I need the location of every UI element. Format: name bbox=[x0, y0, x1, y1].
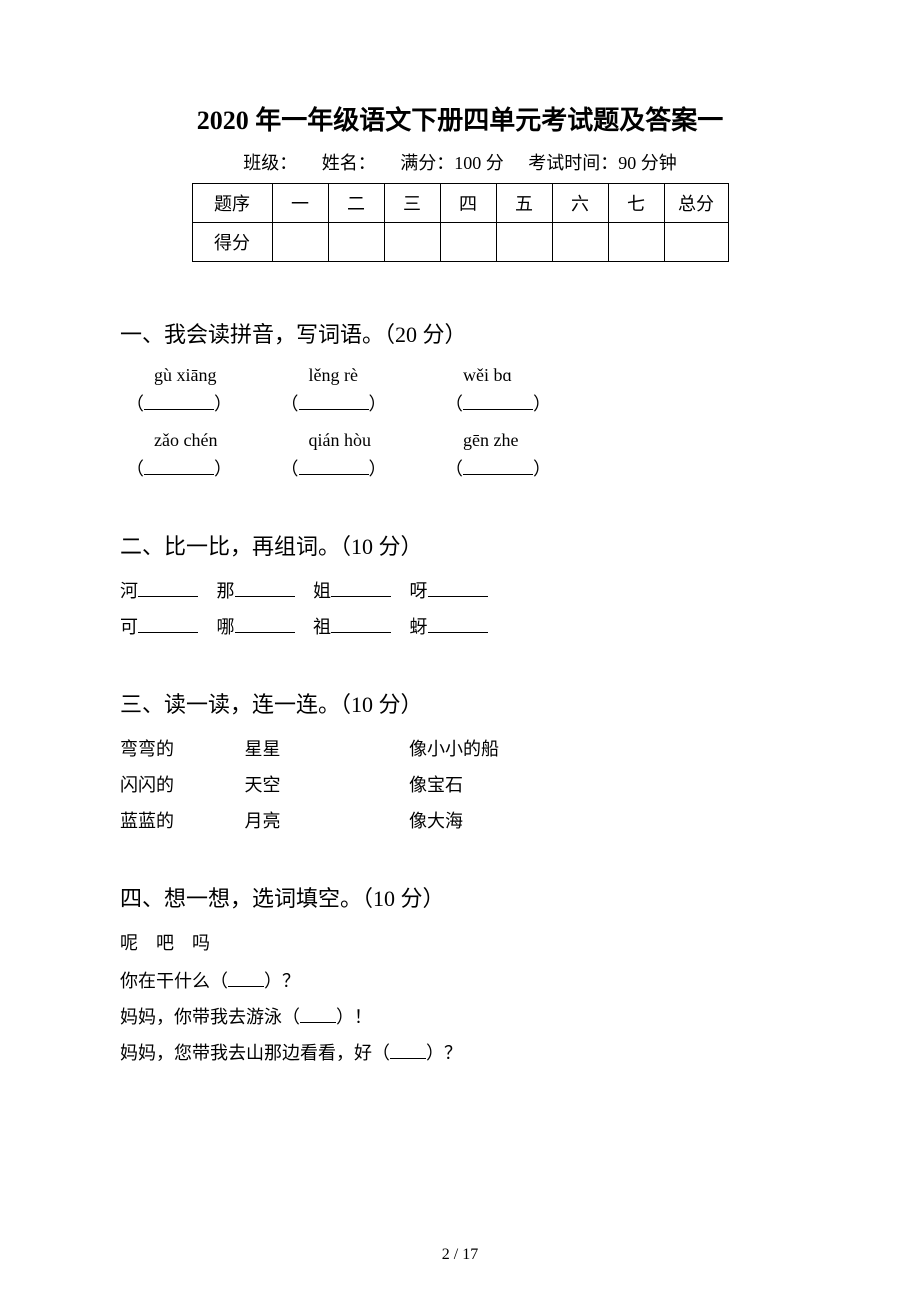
sentence-pre: 妈妈，你带我去游泳（ bbox=[120, 1007, 300, 1027]
blank-item: （） bbox=[281, 455, 441, 481]
col-header: 四 bbox=[440, 184, 496, 223]
match-col2: 星星 bbox=[245, 735, 405, 761]
score-cell bbox=[440, 223, 496, 262]
score-cell bbox=[384, 223, 440, 262]
word-item: 可 bbox=[120, 613, 198, 639]
match-col3: 像宝石 bbox=[409, 771, 463, 797]
match-col1: 蓝蓝的 bbox=[120, 807, 240, 833]
score-cell bbox=[496, 223, 552, 262]
sentence-pre: 妈妈，您带我去山那边看看，好（ bbox=[120, 1043, 390, 1063]
sec2-row-2: 可 哪 祖 蚜 bbox=[120, 613, 800, 639]
blank-row-2: （） （） （） bbox=[126, 455, 800, 481]
col-header: 二 bbox=[328, 184, 384, 223]
section-heading-1: 一、我会读拼音，写词语。（20 分） bbox=[120, 317, 800, 349]
section-1: 一、我会读拼音，写词语。（20 分） gù xiāng lěng rè wěi … bbox=[120, 317, 800, 481]
pinyin-row-2: zǎo chén qián hòu gēn zhe bbox=[154, 430, 800, 451]
score-cell bbox=[608, 223, 664, 262]
sentence-post: ）？ bbox=[426, 1043, 462, 1063]
match-col3: 像大海 bbox=[409, 807, 463, 833]
exam-time: 考试时间：90 分钟 bbox=[528, 153, 677, 173]
blank-item: （） bbox=[126, 455, 276, 481]
pinyin-item: qián hòu bbox=[309, 430, 459, 451]
section-heading-2: 二、比一比，再组词。（10 分） bbox=[120, 529, 800, 561]
word-item: 河 bbox=[120, 577, 198, 603]
section-heading-3: 三、读一读，连一连。（10 分） bbox=[120, 687, 800, 719]
word-item: 那 bbox=[217, 577, 295, 603]
score-cell bbox=[552, 223, 608, 262]
info-line: 班级： 姓名： 满分：100 分 考试时间：90 分钟 bbox=[120, 149, 800, 175]
score-cell bbox=[328, 223, 384, 262]
blank-row-1: （） （） （） bbox=[126, 390, 800, 416]
col-header: 七 bbox=[608, 184, 664, 223]
pinyin-item: lěng rè bbox=[309, 365, 459, 386]
name-label: 姓名： bbox=[322, 153, 376, 173]
word-item: 呀 bbox=[410, 577, 488, 603]
pinyin-row-1: gù xiāng lěng rè wěi bɑ bbox=[154, 365, 800, 386]
table-row: 题序 一 二 三 四 五 六 七 总分 bbox=[192, 184, 728, 223]
col-header: 五 bbox=[496, 184, 552, 223]
match-col1: 弯弯的 bbox=[120, 735, 240, 761]
word-item: 蚜 bbox=[410, 613, 488, 639]
row-header-2: 得分 bbox=[192, 223, 272, 262]
score-table: 题序 一 二 三 四 五 六 七 总分 得分 bbox=[192, 183, 729, 262]
sec2-row-1: 河 那 姐 呀 bbox=[120, 577, 800, 603]
sec4-options: 呢 吧 吗 bbox=[120, 929, 800, 955]
pinyin-item: gù xiāng bbox=[154, 365, 304, 386]
class-label: 班级： bbox=[243, 153, 297, 173]
col-header: 一 bbox=[272, 184, 328, 223]
section-3: 三、读一读，连一连。（10 分） 弯弯的 星星 像小小的船 闪闪的 天空 像宝石… bbox=[120, 687, 800, 833]
sec4-line: 你在干什么（ ）？ bbox=[120, 967, 800, 993]
sec4-line: 妈妈，你带我去游泳（ ）！ bbox=[120, 1003, 800, 1029]
word-item: 姐 bbox=[313, 577, 391, 603]
match-col3: 像小小的船 bbox=[409, 735, 499, 761]
pinyin-item: gēn zhe bbox=[463, 430, 603, 451]
sentence-post: ）！ bbox=[336, 1007, 372, 1027]
pinyin-item: zǎo chén bbox=[154, 430, 304, 451]
blank-item: （） bbox=[126, 390, 276, 416]
sentence-pre: 你在干什么（ bbox=[120, 971, 228, 991]
match-col2: 月亮 bbox=[245, 807, 405, 833]
match-col1: 闪闪的 bbox=[120, 771, 240, 797]
document-title: 2020 年一年级语文下册四单元考试题及答案一 bbox=[120, 100, 800, 137]
table-row: 得分 bbox=[192, 223, 728, 262]
match-col2: 天空 bbox=[245, 771, 405, 797]
score-cell bbox=[272, 223, 328, 262]
page-number: 2 / 17 bbox=[0, 1246, 920, 1264]
col-header: 六 bbox=[552, 184, 608, 223]
word-item: 哪 bbox=[217, 613, 295, 639]
score-cell bbox=[664, 223, 728, 262]
sec3-row: 蓝蓝的 月亮 像大海 bbox=[120, 807, 800, 833]
sec3-row: 闪闪的 天空 像宝石 bbox=[120, 771, 800, 797]
sec3-row: 弯弯的 星星 像小小的船 bbox=[120, 735, 800, 761]
full-score: 满分：100 分 bbox=[400, 153, 504, 173]
sec4-line: 妈妈，您带我去山那边看看，好（ ）？ bbox=[120, 1039, 800, 1065]
section-2: 二、比一比，再组词。（10 分） 河 那 姐 呀 可 哪 祖 蚜 bbox=[120, 529, 800, 639]
blank-item: （） bbox=[281, 390, 441, 416]
blank-item: （） bbox=[445, 455, 595, 481]
section-4: 四、想一想，选词填空。（10 分） 呢 吧 吗 你在干什么（ ）？ 妈妈，你带我去… bbox=[120, 881, 800, 1065]
blank-item: （） bbox=[445, 390, 595, 416]
col-header: 总分 bbox=[664, 184, 728, 223]
word-item: 祖 bbox=[313, 613, 391, 639]
row-header-1: 题序 bbox=[192, 184, 272, 223]
sentence-post: ）？ bbox=[264, 971, 300, 991]
col-header: 三 bbox=[384, 184, 440, 223]
pinyin-item: wěi bɑ bbox=[463, 365, 603, 386]
section-heading-4: 四、想一想，选词填空。（10 分） bbox=[120, 881, 800, 913]
